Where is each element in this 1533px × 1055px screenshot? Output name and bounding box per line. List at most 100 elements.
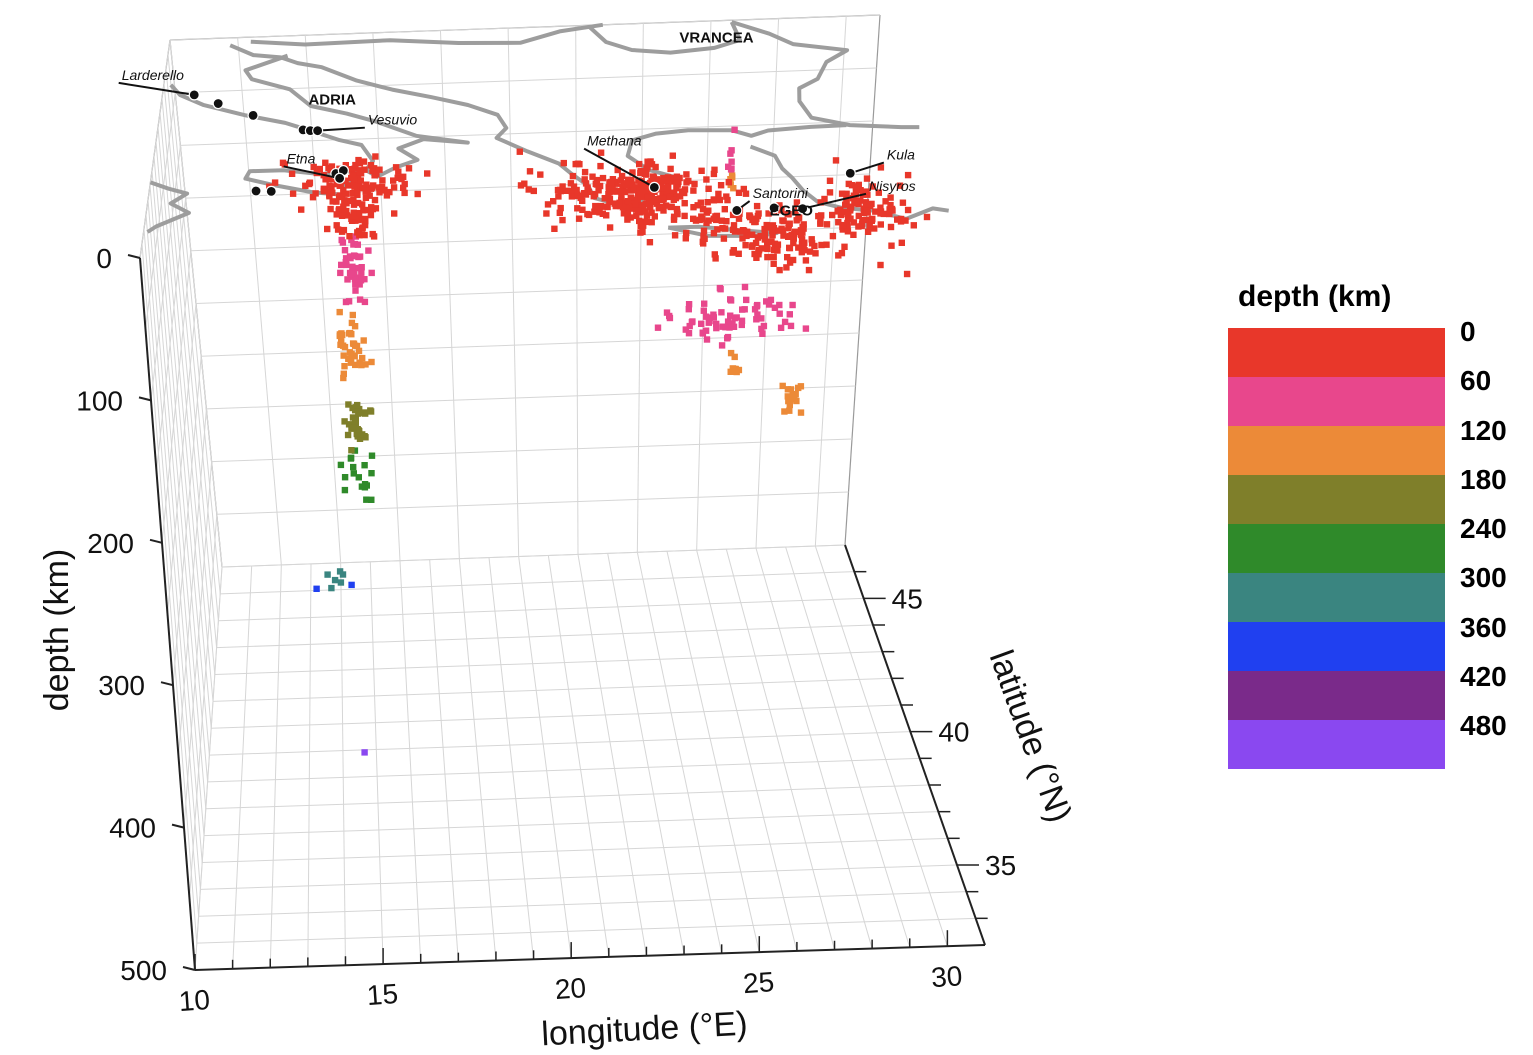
earthquake-point — [336, 182, 344, 189]
depth-axis — [139, 257, 196, 971]
earthquake-point — [730, 222, 738, 229]
earthquake-point — [351, 240, 359, 248]
earthquake-point — [754, 234, 762, 241]
earthquake-point — [735, 189, 743, 196]
earthquake-point — [340, 186, 347, 194]
earthquake-point — [769, 232, 776, 239]
volcano-marker — [250, 185, 262, 197]
earthquake-point — [608, 183, 615, 190]
earthquake-point — [358, 269, 365, 276]
earthquake-point — [668, 174, 675, 182]
earthquake-point — [844, 214, 852, 221]
earthquake-point — [596, 203, 603, 211]
earthquake-point — [350, 424, 357, 431]
earthquake-point — [619, 183, 626, 191]
earthquake-point — [808, 236, 815, 243]
earthquake-point — [581, 168, 589, 176]
earthquake-point — [324, 225, 331, 233]
earthquake-point — [698, 167, 705, 174]
earthquake-point — [798, 236, 806, 243]
earthquake-point — [776, 310, 783, 317]
earthquake-point — [829, 232, 837, 240]
earthquake-point — [749, 231, 756, 238]
earthquake-point — [356, 253, 364, 260]
volcano-marker — [188, 89, 200, 101]
earthquake-point — [767, 296, 775, 304]
earthquake-point — [842, 201, 849, 208]
side-wall-grid-line — [145, 92, 176, 330]
earthquake-point — [875, 189, 882, 196]
earthquake-point — [755, 210, 762, 217]
earthquake-point — [369, 230, 376, 238]
earthquake-point — [281, 161, 288, 168]
earthquake-point — [850, 219, 858, 226]
earthquake-point — [737, 228, 744, 235]
earthquake-point — [359, 184, 366, 192]
earthquake-point — [341, 474, 349, 481]
earthquake-point — [715, 190, 722, 198]
earthquake-point — [372, 205, 380, 212]
floor-grid-line — [340, 562, 346, 966]
earthquake-point — [701, 235, 708, 242]
earthquake-point — [624, 198, 632, 205]
earthquake-point — [350, 196, 357, 203]
earthquake-point — [350, 209, 357, 216]
earthquake-point — [754, 301, 761, 309]
volcano-marker — [312, 125, 324, 137]
floor-grid-line — [547, 555, 610, 957]
earthquake-point — [727, 349, 735, 357]
volcano-leader-line — [583, 147, 655, 189]
earthquake-point — [724, 335, 731, 342]
floor-grid-line — [216, 624, 874, 649]
earthquake-point — [800, 245, 807, 252]
earthquake-point — [868, 200, 875, 208]
side-wall-grid-line — [189, 514, 218, 899]
earthquake-point — [727, 150, 734, 157]
longitude-tick-label: 25 — [742, 966, 775, 999]
earthquake-point — [354, 401, 361, 409]
earthquake-point — [337, 192, 345, 199]
earthquake-point — [903, 270, 911, 278]
chart-walls — [139, 14, 881, 568]
latitude-axis-title: latitude (°N) — [982, 645, 1079, 827]
earthquake-point — [345, 401, 352, 408]
earthquake-point — [349, 172, 356, 179]
earthquake-point — [700, 307, 707, 314]
earthquake-point — [685, 177, 692, 185]
earthquake-point — [784, 393, 791, 400]
earthquake-point — [333, 222, 340, 229]
earthquake-point — [341, 247, 349, 254]
earthquake-point — [591, 190, 599, 198]
earthquake-point — [738, 317, 746, 324]
earthquake-point — [636, 187, 643, 194]
earthquake-point — [713, 324, 720, 332]
volcano-markers: Larderello Vesuvio Etna Methana Santorini Kul… — [118, 29, 916, 220]
earthquake-point — [648, 209, 655, 216]
earthquake-point — [289, 190, 297, 197]
colorbar-swatch — [1228, 622, 1445, 671]
earthquake-point — [728, 172, 736, 179]
earthquake-point — [806, 248, 814, 255]
earthquake-point — [392, 164, 400, 171]
earthquake-point — [646, 239, 654, 246]
earthquake-point — [574, 205, 581, 212]
earthquake-point — [832, 157, 840, 164]
coastline-segment — [146, 180, 191, 234]
side-wall-grid-line — [167, 303, 197, 615]
earthquake-point — [667, 193, 674, 201]
earthquake-point — [739, 235, 746, 242]
earthquake-point — [337, 461, 345, 469]
earthquake-point — [673, 178, 680, 185]
back-wall-grid-line — [195, 279, 863, 304]
earthquake-point — [880, 210, 887, 218]
earthquake-point — [705, 185, 712, 192]
earthquake-point — [636, 217, 643, 225]
earthquake-point — [349, 263, 356, 270]
earthquake-point — [759, 330, 766, 337]
earthquake-point — [685, 306, 692, 313]
earthquake-point — [342, 162, 349, 169]
earthquake-point — [681, 212, 688, 220]
floor-grid-line — [218, 597, 864, 622]
earthquake-point — [603, 212, 610, 219]
floor-grid-line — [269, 564, 282, 968]
